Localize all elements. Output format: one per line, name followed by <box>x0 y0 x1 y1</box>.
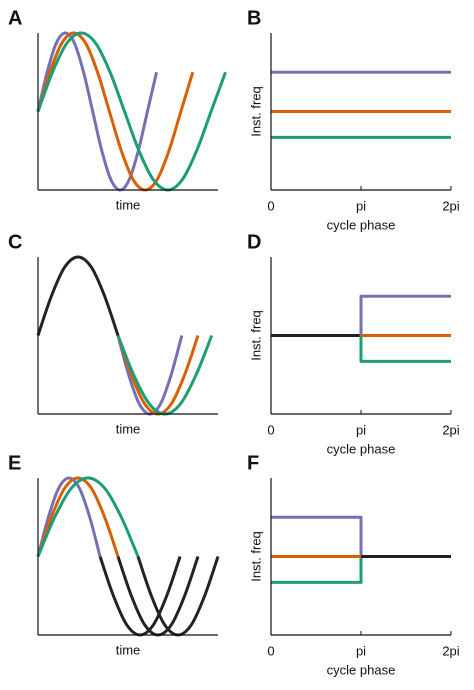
series-line <box>359 335 451 363</box>
panel-label: C <box>8 231 22 253</box>
y-axis-label: Inst. freq <box>248 310 263 361</box>
series-line <box>36 255 120 336</box>
x-axis-label: time <box>116 421 141 436</box>
panel-label: D <box>247 231 261 253</box>
x-axis-label: time <box>116 197 141 212</box>
series-line <box>116 334 214 416</box>
y-axis-label: Inst. freq <box>248 86 263 137</box>
panel-label: B <box>247 7 261 29</box>
series-line <box>36 476 140 558</box>
x-axis-label: cycle phase <box>327 217 396 232</box>
series-line <box>36 31 227 192</box>
series-line <box>36 476 102 557</box>
x-tick-label: pi <box>356 198 366 213</box>
x-tick-label: pi <box>356 422 366 437</box>
x-axis-label: cycle phase <box>327 662 396 677</box>
y-axis-label: Inst. freq <box>248 531 263 582</box>
series-line <box>271 556 363 584</box>
series-line <box>359 294 451 336</box>
x-tick-label: pi <box>356 643 366 658</box>
series-line <box>36 31 159 192</box>
x-tick-label: 2pi <box>442 422 459 437</box>
x-tick-label: 0 <box>267 643 274 658</box>
series-line <box>116 335 200 416</box>
series-line <box>136 556 220 637</box>
x-tick-label: 2pi <box>442 198 459 213</box>
series-line <box>98 556 182 637</box>
x-tick-label: 2pi <box>442 643 459 658</box>
series-line <box>36 31 195 192</box>
panel-label: E <box>8 452 21 474</box>
x-tick-label: 0 <box>267 422 274 437</box>
series-line <box>36 476 120 557</box>
panel-label: A <box>8 7 22 29</box>
x-axis-label: cycle phase <box>327 441 396 456</box>
x-tick-label: 0 <box>267 198 274 213</box>
series-line <box>116 556 200 637</box>
series-line <box>271 515 363 557</box>
panel-label: F <box>247 452 259 474</box>
x-axis-label: time <box>116 642 141 657</box>
